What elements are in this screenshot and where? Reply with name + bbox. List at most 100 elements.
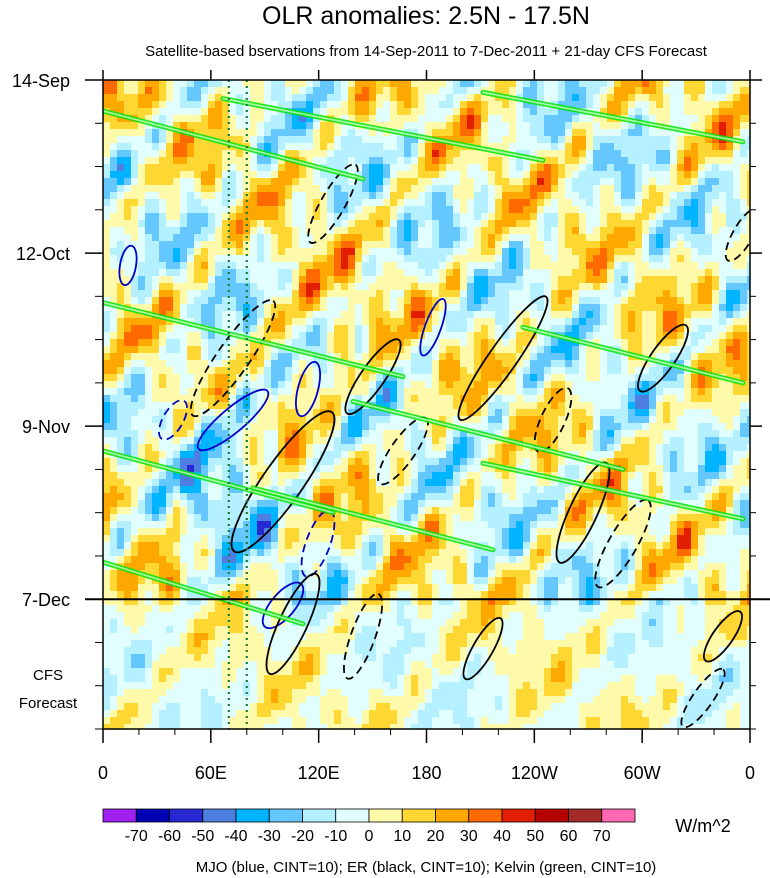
anomaly-cell [593,164,601,172]
anomaly-cell [348,290,356,298]
anomaly-cell [439,157,447,165]
anomaly-cell [383,304,391,312]
anomaly-cell [481,220,489,228]
anomaly-cell [187,395,195,403]
anomaly-cell [117,409,125,417]
anomaly-cell [607,276,615,284]
anomaly-cell [621,185,629,193]
anomaly-cell [474,80,482,88]
anomaly-cell [446,353,454,361]
anomaly-cell [481,108,489,116]
anomaly-cell [558,227,566,235]
anomaly-cell [110,367,118,375]
anomaly-cell [383,423,391,431]
anomaly-cell [327,283,335,291]
anomaly-cell [439,164,447,172]
anomaly-cell [747,87,750,95]
anomaly-cell [299,388,307,396]
anomaly-cell [411,318,419,326]
anomaly-cell [369,339,377,347]
anomaly-cell [565,360,573,368]
anomaly-cell [306,451,314,459]
anomaly-cell [621,409,629,417]
anomaly-cell [250,206,258,214]
anomaly-cell [187,339,195,347]
anomaly-cell [334,199,342,207]
anomaly-cell [495,227,503,235]
anomaly-cell [355,192,363,200]
anomaly-cell [313,402,321,410]
anomaly-cell [530,220,538,228]
anomaly-cell [593,94,601,102]
anomaly-cell [565,374,573,382]
anomaly-cell [383,444,391,452]
anomaly-cell [222,451,230,459]
anomaly-cell [166,290,174,298]
anomaly-cell [509,157,517,165]
anomaly-cell [271,388,279,396]
anomaly-cell [334,262,342,270]
anomaly-cell [215,409,223,417]
anomaly-cell [180,94,188,102]
anomaly-cell [537,227,545,235]
anomaly-cell [397,143,405,151]
anomaly-cell [215,94,223,102]
anomaly-cell [369,444,377,452]
anomaly-cell [173,115,181,123]
anomaly-cell [229,178,237,186]
anomaly-cell [446,318,454,326]
anomaly-cell [677,150,685,158]
anomaly-cell [334,290,342,298]
anomaly-cell [250,451,258,459]
anomaly-cell [600,143,608,151]
anomaly-cell [103,255,111,263]
anomaly-cell [544,129,552,137]
anomaly-cell [362,423,370,431]
anomaly-cell [166,423,174,431]
anomaly-cell [628,192,636,200]
anomaly-cell [299,115,307,123]
anomaly-cell [320,290,328,298]
anomaly-cell [110,437,118,445]
anomaly-cell [460,388,468,396]
anomaly-cell [719,80,727,88]
anomaly-cell [180,101,188,109]
anomaly-cell [264,122,272,130]
anomaly-cell [656,129,664,137]
anomaly-cell [516,388,524,396]
anomaly-cell [334,129,342,137]
anomaly-cell [488,234,496,242]
anomaly-cell [551,402,559,410]
anomaly-cell [180,388,188,396]
anomaly-cell [117,80,125,88]
anomaly-cell [348,164,356,172]
anomaly-cell [131,255,139,263]
anomaly-cell [656,80,664,88]
anomaly-cell [635,304,643,312]
anomaly-cell [236,185,244,193]
anomaly-cell [747,192,750,200]
anomaly-cell [173,269,181,277]
anomaly-cell [726,297,734,305]
anomaly-cell [628,199,636,207]
anomaly-cell [299,94,307,102]
anomaly-cell [299,178,307,186]
anomaly-cell [677,297,685,305]
anomaly-cell [208,276,216,284]
anomaly-cell [593,129,601,137]
anomaly-cell [418,171,426,179]
anomaly-cell [579,136,587,144]
anomaly-cell [348,206,356,214]
anomaly-cell [460,136,468,144]
anomaly-cell [397,213,405,221]
anomaly-cell [432,269,440,277]
anomaly-cell [565,318,573,326]
anomaly-cell [376,143,384,151]
anomaly-cell [600,381,608,389]
anomaly-cell [600,185,608,193]
anomaly-cell [656,283,664,291]
anomaly-cell [376,227,384,235]
anomaly-cell [747,206,750,214]
anomaly-cell [558,311,566,319]
anomaly-cell [222,444,230,452]
